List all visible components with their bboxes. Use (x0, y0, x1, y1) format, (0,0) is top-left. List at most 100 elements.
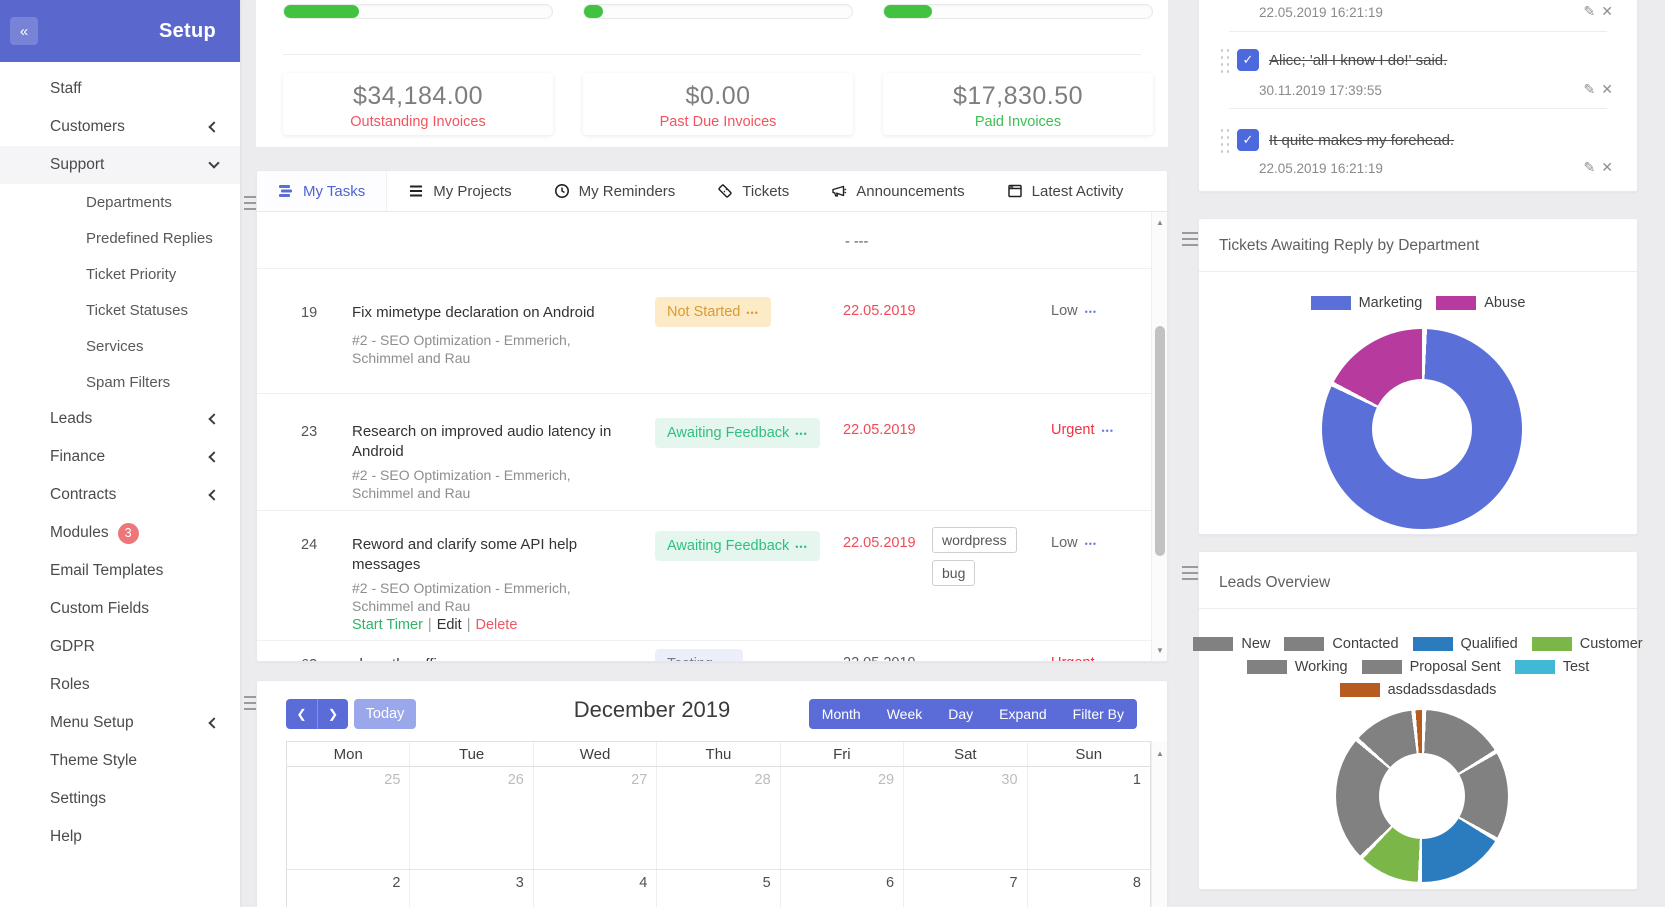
sidebar-collapse-button[interactable]: « (10, 17, 38, 45)
tag-chip[interactable]: bug (932, 560, 976, 586)
calendar-day-cell[interactable]: 1 (1132, 772, 1141, 788)
sidebar-item-email-templates[interactable]: Email Templates (50, 562, 164, 579)
status-menu-dots-icon[interactable]: ••• (746, 308, 759, 318)
task-title[interactable]: Reword and clarify some API help message… (352, 536, 578, 573)
sidebar-item-custom-fields[interactable]: Custom Fields (50, 600, 150, 617)
sidebar-item-ticket-statuses[interactable]: Ticket Statuses (86, 301, 188, 319)
priority-menu-dots-icon[interactable]: ••• (1102, 659, 1114, 661)
delete-link[interactable]: Delete (475, 617, 518, 633)
priority-menu-dots-icon[interactable]: ••• (1084, 307, 1098, 317)
task-title[interactable]: Fix mimetype declaration on Android (352, 304, 595, 321)
sidebar-item-spam-filters[interactable]: Spam Filters (86, 373, 171, 391)
sidebar-item-settings[interactable]: Settings (50, 790, 107, 807)
sidebar-item-help[interactable]: Help (50, 828, 82, 845)
calendar-day-cell[interactable]: 30 (904, 767, 1028, 869)
view-day-button[interactable]: Day (948, 706, 974, 722)
tab-tickets[interactable]: Tickets (696, 171, 810, 211)
legend-item[interactable]: New (1193, 636, 1270, 652)
task-priority[interactable]: Low ••• (1051, 535, 1098, 551)
task-priority[interactable]: Low ••• (1051, 303, 1098, 319)
todo-text[interactable]: Alice; 'all I know I do!' said. (1269, 52, 1448, 69)
tab-announcements[interactable]: Announcements (810, 171, 985, 211)
sidebar-item-theme-style[interactable]: Theme Style (50, 752, 138, 769)
task-title[interactable]: clean the office (352, 655, 617, 661)
todo-checkbox[interactable]: ✓ (1237, 49, 1259, 71)
calendar-scrollbar[interactable]: ▲ (1151, 741, 1167, 907)
task-project[interactable]: #2 - SEO Optimization - Emmerich, Schimm… (352, 580, 571, 614)
calendar-day-cell[interactable]: 27 (534, 767, 658, 869)
table-row[interactable]: 63 clean the office Testing••• 22.05.201… (257, 640, 1151, 661)
status-menu-dots-icon[interactable]: ••• (795, 542, 808, 552)
drag-dots-icon[interactable] (1219, 127, 1231, 155)
delete-x-icon[interactable]: ✕ (1601, 81, 1619, 97)
task-project[interactable]: #2 - SEO Optimization - Emmerich, Schimm… (352, 467, 571, 501)
view-week-button[interactable]: Week (886, 706, 923, 722)
todo-text[interactable]: It quite makes my forehead. (1269, 132, 1455, 149)
task-title[interactable]: Research on improved audio latency in An… (352, 423, 612, 460)
pastdue-invoices-card[interactable]: $0.00 Past Due Invoices (583, 73, 853, 135)
sidebar-item-menu-setup[interactable]: Menu Setup (0, 704, 240, 742)
table-row[interactable]: 19 Fix mimetype declaration on Android #… (257, 268, 1151, 393)
calendar-day-cell[interactable]: 7 (904, 870, 1028, 907)
calendar-day-cell[interactable]: 4 (534, 870, 658, 907)
scrollbar-thumb[interactable] (1155, 326, 1165, 556)
legend-item[interactable]: Proposal Sent (1361, 659, 1501, 675)
edit-pencil-icon[interactable]: ✎ (1583, 3, 1602, 19)
scroll-up-icon[interactable]: ▲ (1156, 218, 1164, 227)
tab-my-projects[interactable]: My Projects (387, 171, 532, 211)
calendar-day-cell[interactable]: 28 (657, 767, 781, 869)
sidebar-item-finance[interactable]: Finance (0, 438, 240, 476)
table-row[interactable]: 23 Research on improved audio latency in… (257, 393, 1151, 510)
sidebar-item-modules[interactable]: Modules 3 (0, 514, 240, 552)
leads-donut-chart[interactable] (1336, 710, 1508, 882)
task-status-badge[interactable]: Not Started ••• (655, 297, 771, 327)
delete-x-icon[interactable]: ✕ (1601, 159, 1619, 175)
status-menu-dots-icon[interactable]: ••• (795, 429, 808, 439)
calendar-day-cell[interactable]: 5 (657, 870, 781, 907)
sidebar-item-departments[interactable]: Departments (86, 193, 172, 211)
legend-item[interactable]: Abuse (1436, 295, 1525, 311)
tickets-donut-chart[interactable] (1322, 329, 1522, 529)
calendar-day-cell[interactable]: 26 (410, 767, 534, 869)
table-row[interactable]: 24 Reword and clarify some API help mess… (257, 510, 1151, 640)
status-menu-dots-icon[interactable]: ••• (719, 660, 731, 661)
sidebar-item-predefined-replies[interactable]: Predefined Replies (86, 229, 213, 247)
calendar-next-button[interactable]: ❯ (317, 699, 348, 729)
legend-item[interactable]: Test (1514, 659, 1589, 675)
today-button[interactable]: Today (354, 699, 416, 729)
legend-item[interactable]: Marketing (1310, 295, 1422, 311)
filter-by-button[interactable]: Filter By (1072, 706, 1124, 722)
task-priority[interactable]: Urgent••• (1051, 422, 1114, 438)
task-status-badge[interactable]: Testing••• (655, 649, 744, 661)
calendar-day-cell[interactable]: 2 (287, 870, 411, 907)
leads-widget-drag-handle[interactable] (1182, 566, 1198, 580)
tag-chip[interactable]: wordpress (932, 527, 1017, 553)
tickets-widget-drag-handle[interactable] (1182, 232, 1198, 246)
legend-item[interactable]: Contacted (1284, 636, 1399, 652)
scroll-up-icon[interactable]: ▲ (1156, 749, 1164, 758)
view-month-button[interactable]: Month (821, 706, 861, 722)
sidebar-item-staff[interactable]: Staff (50, 80, 82, 97)
edit-link[interactable]: Edit (436, 617, 462, 633)
task-priority[interactable]: Urgent••• (1051, 655, 1114, 661)
task-status-badge[interactable]: Awaiting Feedback ••• (655, 531, 820, 561)
task-project[interactable]: #2 - SEO Optimization - Emmerich, Schimm… (352, 332, 571, 366)
tasks-widget-drag-handle[interactable] (244, 196, 260, 210)
sidebar-item-services[interactable]: Services (86, 337, 144, 355)
legend-item[interactable]: Qualified (1412, 636, 1518, 652)
view-expand-button[interactable]: Expand (999, 706, 1047, 722)
calendar-day-cell[interactable]: 8 (1132, 875, 1141, 891)
calendar-day-cell[interactable]: 3 (410, 870, 534, 907)
start-timer-link[interactable]: Start Timer (352, 617, 423, 633)
delete-x-icon[interactable]: ✕ (1601, 3, 1619, 19)
sidebar-item-contracts[interactable]: Contracts (0, 476, 240, 514)
tab-my-tasks[interactable]: My Tasks (257, 171, 388, 211)
priority-menu-dots-icon[interactable]: ••• (1101, 426, 1114, 436)
task-status-badge[interactable]: Awaiting Feedback ••• (655, 418, 820, 448)
edit-pencil-icon[interactable]: ✎ (1583, 159, 1602, 175)
todo-checkbox[interactable]: ✓ (1237, 129, 1259, 151)
tasks-scrollbar[interactable]: ▲ ▼ (1151, 212, 1167, 661)
legend-item[interactable]: asdadssdasdads (1339, 682, 1496, 698)
priority-menu-dots-icon[interactable]: ••• (1084, 539, 1098, 549)
drag-dots-icon[interactable] (1219, 47, 1231, 75)
